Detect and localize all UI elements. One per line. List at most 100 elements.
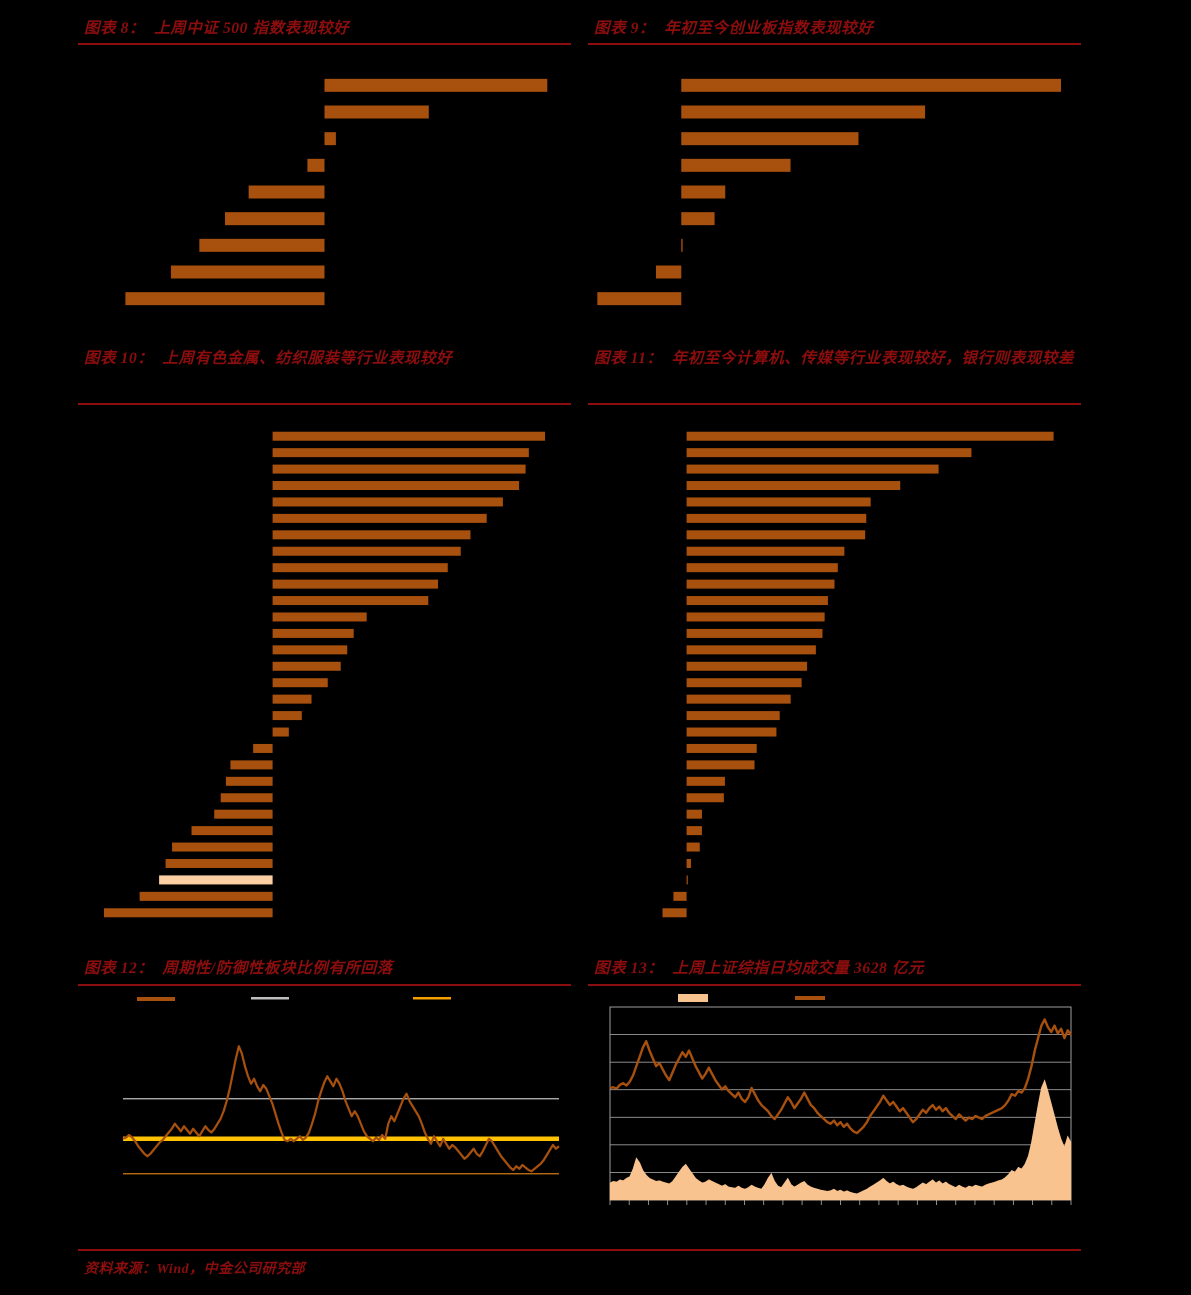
- footer-divider: [78, 1249, 1081, 1251]
- bar-10: [686, 596, 828, 606]
- bar-2: [272, 464, 526, 474]
- bar-2: [324, 132, 336, 146]
- bar-24: [191, 826, 273, 836]
- bar-6: [199, 238, 325, 252]
- bar-7: [170, 265, 325, 279]
- bar-10: [272, 596, 429, 606]
- exhibit-13-chart: [588, 992, 1081, 1222]
- bar-22: [220, 793, 273, 803]
- source-note: 资料来源：Wind，中金公司研究部: [84, 1262, 306, 1277]
- exhibit-12-title: 图表 12： 周期性/防御性板块比例有所回落: [84, 960, 393, 977]
- volume-area: [609, 1079, 1072, 1201]
- bar-28: [139, 891, 273, 901]
- bar-1: [272, 448, 529, 458]
- bar-4: [272, 497, 503, 507]
- exhibit-9-chart: [588, 62, 1081, 322]
- bar-1: [686, 448, 972, 458]
- bar-16: [686, 694, 791, 704]
- exhibit-12-title-rule: [78, 984, 571, 986]
- bar-24: [686, 826, 702, 836]
- bar-0: [272, 431, 546, 441]
- bar-18: [686, 727, 777, 737]
- bar-20: [230, 760, 273, 770]
- bar-0: [686, 431, 1054, 441]
- bar-3: [272, 481, 520, 491]
- exhibit-11-chart: [588, 422, 1081, 927]
- bar-8: [125, 292, 325, 306]
- exhibit-10-title: 图表 10： 上周有色金属、纺织服装等行业表现较好: [84, 350, 453, 367]
- bar-17: [272, 711, 302, 721]
- bar-1: [681, 105, 926, 119]
- bar-5: [686, 513, 867, 523]
- bar-19: [686, 743, 757, 753]
- bar-8: [597, 292, 682, 306]
- exhibit-9-title: 图表 9： 年初至今创业板指数表现较好: [594, 20, 874, 37]
- legend-swatch-index: [795, 996, 825, 1000]
- legend-swatch-volume: [678, 994, 708, 1002]
- bar-11: [686, 612, 825, 622]
- bar-3: [307, 158, 325, 172]
- bar-5: [681, 212, 715, 226]
- bar-8: [686, 563, 838, 573]
- bar-17: [686, 711, 780, 721]
- bar-3: [686, 481, 901, 491]
- legend-swatch-1: [251, 997, 289, 1000]
- legend-swatch-0: [137, 997, 175, 1001]
- bar-12: [686, 628, 823, 638]
- bar-23: [214, 809, 273, 819]
- bar-4: [681, 185, 726, 199]
- index-line: [609, 1018, 1072, 1135]
- bar-21: [686, 776, 725, 786]
- legend-swatch-2: [413, 997, 451, 1000]
- exhibit-10-chart: [78, 422, 571, 927]
- bar-7: [655, 265, 682, 279]
- bar-7: [272, 546, 461, 556]
- bar-27: [686, 875, 688, 885]
- bar-0: [324, 78, 548, 92]
- bar-21: [225, 776, 273, 786]
- bar-6: [686, 530, 866, 540]
- bar-2: [686, 464, 939, 474]
- bar-8: [272, 563, 448, 573]
- bar-6: [681, 238, 683, 252]
- bar-22: [686, 793, 724, 803]
- exhibit-13-title-rule: [588, 984, 1081, 986]
- bar-25: [172, 842, 273, 852]
- bar-4: [248, 185, 325, 199]
- bar-15: [686, 678, 802, 688]
- bar-29: [662, 908, 687, 918]
- bar-0: [681, 78, 1062, 92]
- bar-14: [686, 661, 808, 671]
- bar-16: [272, 694, 312, 704]
- bar-13: [272, 645, 348, 655]
- exhibit-12-chart: [78, 992, 571, 1217]
- exhibit-11-title: 图表 11： 年初至今计算机、传媒等行业表现较好，银行则表现较差: [594, 350, 1075, 367]
- bar-18: [272, 727, 289, 737]
- exhibit-8-chart: [78, 62, 571, 322]
- bar-27: [159, 875, 273, 885]
- bar-25: [686, 842, 700, 852]
- bar-5: [224, 212, 325, 226]
- exhibit-10-title-rule: [78, 403, 571, 405]
- bar-28: [673, 891, 687, 901]
- bar-26: [686, 858, 691, 868]
- exhibit-8-title-rule: [78, 43, 571, 45]
- bar-6: [272, 530, 471, 540]
- bar-3: [681, 158, 791, 172]
- bar-9: [272, 579, 439, 589]
- plot-frame: [609, 1006, 1072, 1201]
- bar-15: [272, 678, 328, 688]
- bar-9: [686, 579, 835, 589]
- ratio-line: [122, 1045, 560, 1173]
- bar-5: [272, 513, 487, 523]
- bar-7: [686, 546, 845, 556]
- bar-20: [686, 760, 755, 770]
- bar-19: [253, 743, 273, 753]
- exhibit-13-title: 图表 13： 上周上证综指日均成交量 3628 亿元: [594, 960, 925, 977]
- exhibit-8-title: 图表 8： 上周中证 500 指数表现较好: [84, 20, 350, 37]
- bar-11: [272, 612, 367, 622]
- bar-4: [686, 497, 871, 507]
- bar-1: [324, 105, 429, 119]
- bar-2: [681, 132, 859, 146]
